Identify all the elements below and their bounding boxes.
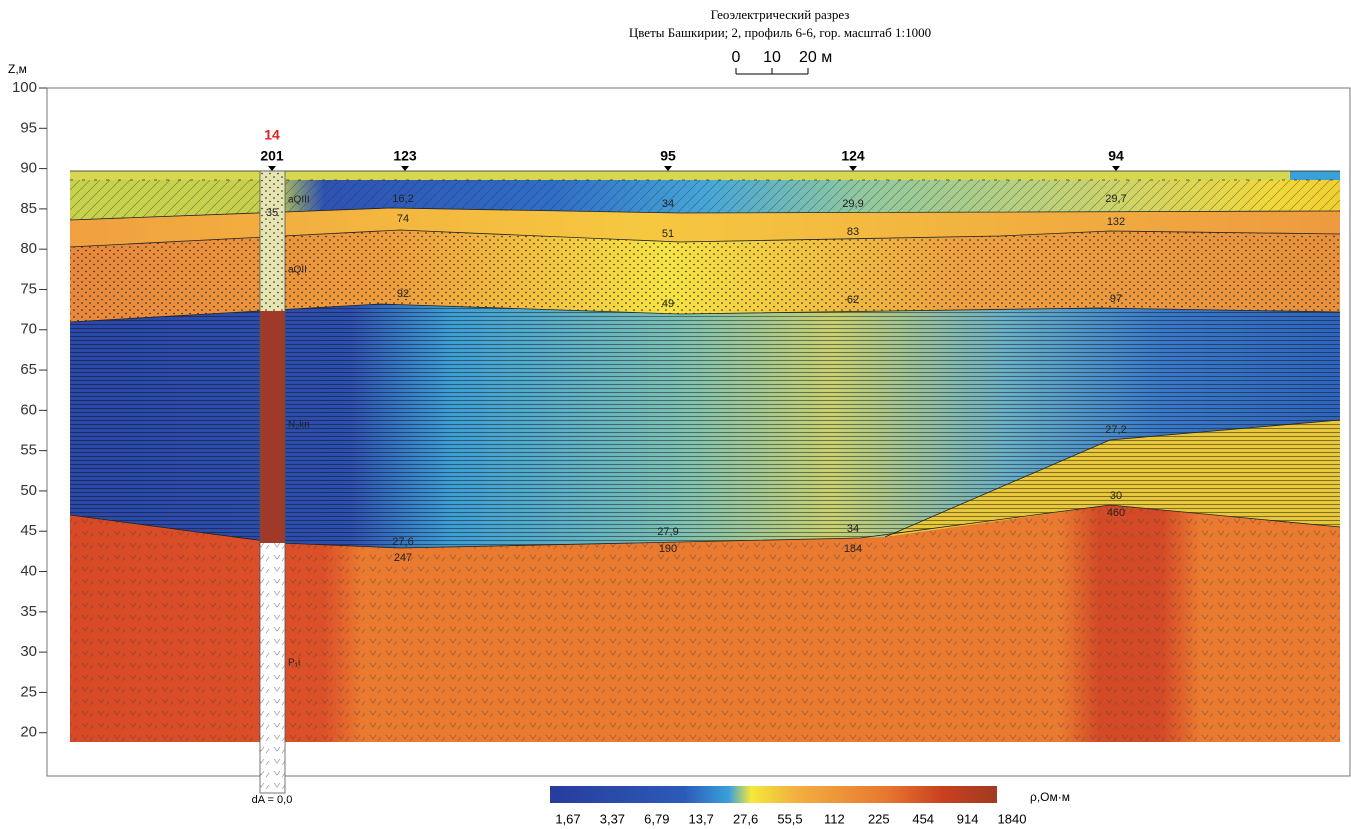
legend-label: 225 xyxy=(868,811,890,826)
layer-label: 97 xyxy=(1110,293,1122,305)
title: Геоэлектрический разрез xyxy=(711,7,850,22)
legend-label: 6,79 xyxy=(644,811,669,826)
layer-label: 190 xyxy=(659,543,677,555)
geology-index: P₁i xyxy=(288,658,300,669)
legend-label: 454 xyxy=(912,811,934,826)
geology-index: N₂kn xyxy=(288,420,310,431)
legend-label: 1840 xyxy=(998,811,1027,826)
layer-label: 132 xyxy=(1107,216,1125,228)
layer-label: 460 xyxy=(1107,507,1125,519)
station-label: 94 xyxy=(1108,148,1124,164)
y-tick-label: 70 xyxy=(20,321,37,338)
layer-label: 27,9 xyxy=(657,526,678,538)
scale-label: 0 xyxy=(732,49,741,66)
legend-label: 13,7 xyxy=(689,811,714,826)
legend-label: 914 xyxy=(957,811,979,826)
y-tick-label: 95 xyxy=(20,119,37,136)
legend-label: 55,5 xyxy=(777,811,802,826)
station-marker xyxy=(664,166,672,171)
station-marker xyxy=(401,166,409,171)
well-label: dA = 0,0 xyxy=(252,794,293,806)
layer-label: 34 xyxy=(847,523,859,535)
y-tick-label: 85 xyxy=(20,200,37,217)
layer-label: 83 xyxy=(847,226,859,238)
legend-label: 112 xyxy=(824,811,845,826)
layer-label: 74 xyxy=(397,213,409,225)
legend-label: 3,37 xyxy=(600,811,625,826)
y-tick-label: 30 xyxy=(20,643,37,660)
layer-label: 184 xyxy=(844,543,862,555)
layer-label: 51 xyxy=(662,228,674,240)
y-tick-label: 60 xyxy=(20,401,37,418)
y-tick-label: 65 xyxy=(20,361,37,378)
layer-label: 29,9 xyxy=(842,198,863,210)
scale-label: 10 xyxy=(763,49,781,66)
layer-label: 49 xyxy=(662,298,674,310)
station-marker xyxy=(849,166,857,171)
layer-label: 35 xyxy=(266,207,278,219)
layer-label: 27,2 xyxy=(1105,424,1126,436)
y-tick-label: 35 xyxy=(20,603,37,620)
station-marker xyxy=(268,166,276,171)
scale-bar xyxy=(736,68,808,74)
y-tick-label: 45 xyxy=(20,522,37,539)
layer-label: 62 xyxy=(847,294,859,306)
station-label: 201 xyxy=(260,148,284,164)
scale-label: 20 м xyxy=(799,49,832,66)
station-note: 14 xyxy=(264,127,280,143)
y-tick-label: 80 xyxy=(20,240,37,257)
station-label: 124 xyxy=(841,148,865,164)
layer-label: 29,7 xyxy=(1105,193,1126,205)
y-tick-label: 50 xyxy=(20,482,37,499)
geology-index: aQIII xyxy=(288,195,310,206)
station-label: 123 xyxy=(393,148,417,164)
y-tick-label: 55 xyxy=(20,442,37,459)
station-label: 95 xyxy=(660,148,676,164)
y-tick-label: 20 xyxy=(20,724,37,741)
y-tick-label: 90 xyxy=(20,160,37,177)
layer-label: 16,2 xyxy=(392,193,413,205)
layer-label: 27,6 xyxy=(392,536,413,548)
station-marker xyxy=(1112,166,1120,171)
axis-label: Z,м xyxy=(8,62,27,76)
y-tick-label: 25 xyxy=(20,683,37,700)
legend-unit: ρ,Ом·м xyxy=(1030,790,1070,804)
legend-label: 1,67 xyxy=(555,811,580,826)
layer-label: 30 xyxy=(1110,490,1122,502)
y-tick-label: 40 xyxy=(20,562,37,579)
geology-index: aQII xyxy=(288,265,307,276)
layer-label: 34 xyxy=(662,198,674,210)
y-tick-label: 75 xyxy=(20,280,37,297)
layer-label: 247 xyxy=(394,552,412,564)
subtitle: Цветы Башкирии; 2, профиль 6-6, гор. мас… xyxy=(629,25,931,40)
y-tick-label: 100 xyxy=(12,79,37,96)
section: Геоэлектрический разрез Цветы Башкирии; … xyxy=(0,0,1351,829)
layer-label: 92 xyxy=(397,288,409,300)
color-scale xyxy=(550,786,997,803)
well xyxy=(260,171,285,793)
legend-label: 27,6 xyxy=(733,811,758,826)
